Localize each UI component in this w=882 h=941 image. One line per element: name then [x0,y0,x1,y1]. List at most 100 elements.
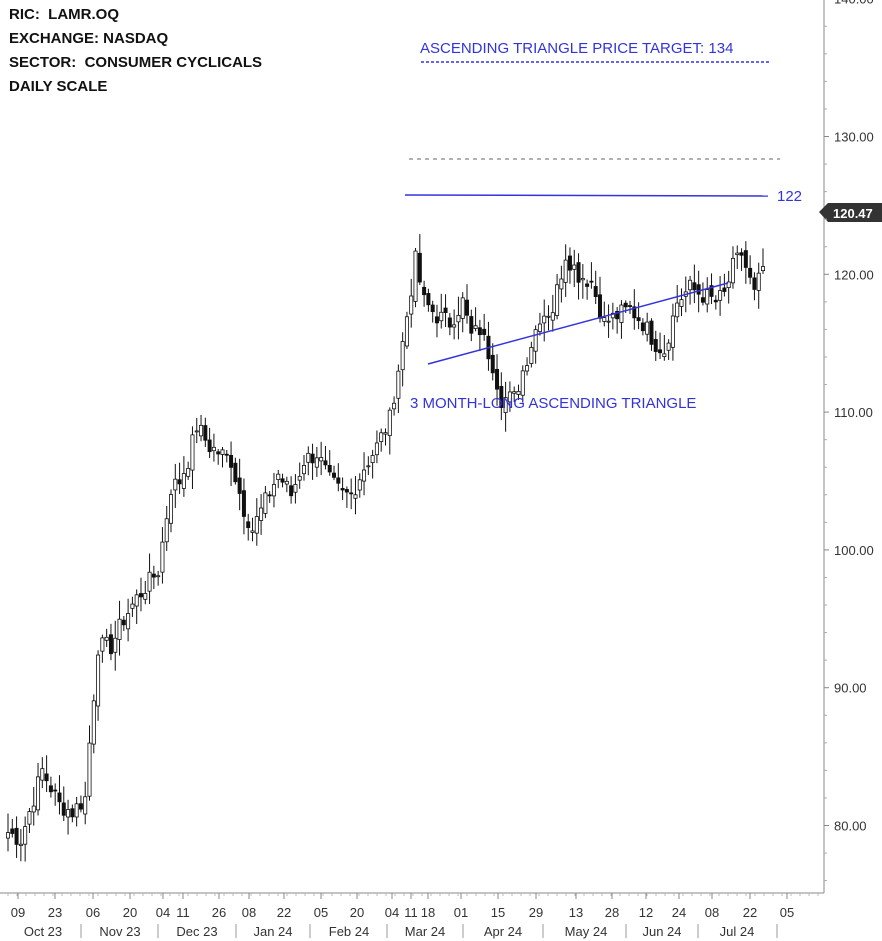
candle [726,270,731,304]
x-day-label: 22 [277,905,291,920]
x-day-label: 13 [569,905,583,920]
candle [653,330,658,361]
candle [761,248,766,274]
candle [482,313,487,341]
candle [340,477,345,501]
candle [735,245,740,270]
y-tick-label: 120.00 [834,267,874,282]
candle [593,270,598,304]
candle-body [126,613,131,630]
candle-body [379,432,384,442]
candle [580,264,585,299]
candle-body [134,594,139,607]
x-month-label: Feb 24 [329,924,369,939]
candle [108,623,113,661]
candle [48,776,53,798]
candle-body [700,297,705,303]
candle [452,309,457,340]
candle [138,577,143,612]
candle-body [516,390,521,395]
candle [83,781,88,825]
candle [434,304,439,338]
candle [456,296,461,340]
candle-body [430,304,435,313]
candle [572,249,577,288]
candle-body [314,457,319,468]
candle-body [151,573,156,578]
candle [396,364,401,413]
candle [495,354,500,406]
candle [439,293,444,329]
candle [66,799,71,835]
candle [177,462,182,494]
candle [700,282,705,306]
candle [756,262,761,309]
candle-body [473,325,478,329]
candle-body [336,477,341,484]
candle [563,244,568,297]
candle [739,248,744,271]
candle-body [87,742,92,797]
candle [675,285,680,323]
candle-body [10,828,15,834]
candle-body [23,826,28,845]
candle-body [370,455,375,464]
candle-body [550,312,555,321]
candle-body [250,530,255,533]
candle-body [756,272,761,291]
candle-body [263,492,268,514]
candle-body [177,479,182,485]
candle-body [452,324,457,328]
candle-body [696,284,701,295]
candle-body [254,516,259,534]
candle-body [374,442,379,456]
candle [370,449,375,479]
candle-body [169,494,174,524]
candle-body [748,267,753,278]
candle [289,476,294,504]
candle [36,762,41,816]
last-price-badge-shape [819,203,882,222]
pattern-label: 3 MONTH-LONG ASCENDING TRIANGLE [410,395,696,412]
candle [752,272,757,301]
ric-label: RIC: LAMR.OQ [9,6,119,23]
candle-body [490,354,495,374]
candle [658,332,663,360]
candle-body [555,284,560,316]
x-day-label: 04 [385,905,399,920]
candle-body [332,472,337,478]
candle [14,816,19,858]
candle [100,634,105,663]
candle-body [593,286,598,298]
candle-body [503,397,508,413]
candle-body [293,484,298,493]
x-day-label: 12 [639,905,653,920]
candle [241,478,246,535]
candle-body [53,789,58,792]
candle [486,321,491,371]
candle [57,775,62,815]
candle [276,469,281,489]
x-day-label: 11 [176,905,190,920]
y-tick-label: 90.00 [834,681,867,696]
candle-body [645,321,650,335]
candle-body [108,634,113,655]
candle [53,783,58,806]
candle [280,473,285,488]
candle [576,253,581,300]
candle [666,339,671,360]
candle-body [104,636,109,641]
candle [143,581,148,605]
x-day-label: 09 [11,905,25,920]
candle [688,275,693,305]
candle-body [14,827,19,845]
candle-body [289,485,294,497]
candle-body [469,316,474,334]
candle-body [121,619,126,626]
candle-body [679,299,684,307]
candle [555,274,560,320]
candle [301,454,306,481]
candle-body [563,259,568,283]
candle-body [160,541,165,573]
candle [319,441,324,476]
